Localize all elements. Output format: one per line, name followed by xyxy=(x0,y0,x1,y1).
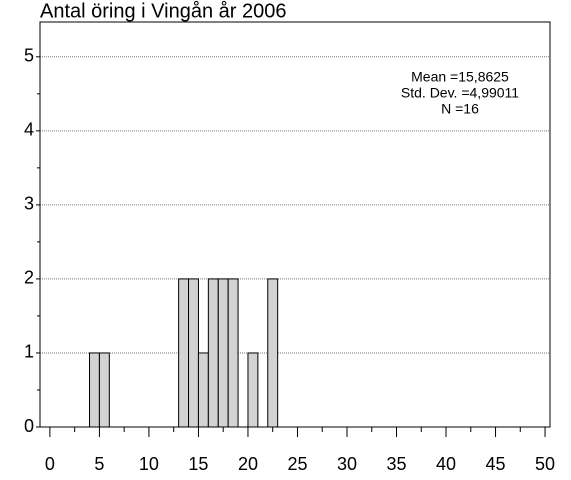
x-tick-label: 30 xyxy=(337,454,357,474)
plot-frame xyxy=(39,21,551,428)
bar xyxy=(178,278,190,428)
bar xyxy=(267,278,279,428)
y-tick-label: 5 xyxy=(24,46,34,66)
bar xyxy=(227,278,239,428)
x-tick-label: 50 xyxy=(535,454,555,474)
y-tick-label: 2 xyxy=(24,268,34,288)
x-tick-label: 40 xyxy=(436,454,456,474)
y-tick-label: 3 xyxy=(24,194,34,214)
bar xyxy=(98,352,110,428)
annotation: Mean =15,8625 xyxy=(411,69,509,85)
bar xyxy=(247,352,259,428)
x-tick-label: 45 xyxy=(486,454,506,474)
x-tick-label: 15 xyxy=(188,454,208,474)
x-tick-label: 0 xyxy=(45,454,55,474)
x-tick-label: 5 xyxy=(94,454,104,474)
chart-title: Antal öring i Vingån år 2006 xyxy=(40,0,286,22)
x-tick-label: 10 xyxy=(139,454,159,474)
bar xyxy=(207,278,219,428)
x-tick-label: 35 xyxy=(386,454,406,474)
y-tick-label: 4 xyxy=(24,120,34,140)
x-tick-label: 25 xyxy=(287,454,307,474)
x-tick-label: 20 xyxy=(238,454,258,474)
bar xyxy=(197,352,209,428)
bar xyxy=(188,278,199,428)
bar xyxy=(89,352,100,428)
annotation: Std. Dev. =4,99011 xyxy=(401,85,519,101)
bar xyxy=(217,278,229,428)
y-tick-label: 1 xyxy=(24,342,34,362)
y-tick-label: 0 xyxy=(24,416,34,436)
annotation: N =16 xyxy=(441,101,479,117)
